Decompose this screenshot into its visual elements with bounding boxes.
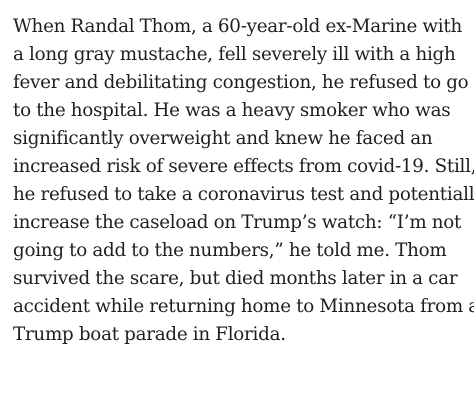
paragraph-line-8: increase the caseload on Trump’s watch: …	[13, 212, 462, 233]
paragraph-line-11: accident while returning home to Minneso…	[13, 296, 474, 317]
paragraph-line-5: significantly overweight and knew he fac…	[13, 128, 433, 149]
paragraph-line-1: When Randal Thom, a 60-year-old ex-Marin…	[13, 16, 462, 37]
article-paragraph: When Randal Thom, a 60-year-old ex-Marin…	[13, 13, 474, 349]
paragraph-line-10: survived the scare, but died months late…	[13, 268, 458, 289]
paragraph-line-3: fever and debilitating congestion, he re…	[13, 72, 469, 93]
paragraph-line-9: going to add to the numbers,” he told me…	[13, 240, 447, 261]
paragraph-line-7: he refused to take a coronavirus test an…	[13, 184, 474, 205]
paragraph-line-2: a long gray mustache, fell severely ill …	[13, 44, 456, 65]
paragraph-line-12: Trump boat parade in Florida.	[13, 324, 286, 345]
paragraph-line-6: increased risk of severe effects from co…	[13, 156, 474, 177]
paragraph-line-4: to the hospital. He was a heavy smoker w…	[13, 100, 451, 121]
